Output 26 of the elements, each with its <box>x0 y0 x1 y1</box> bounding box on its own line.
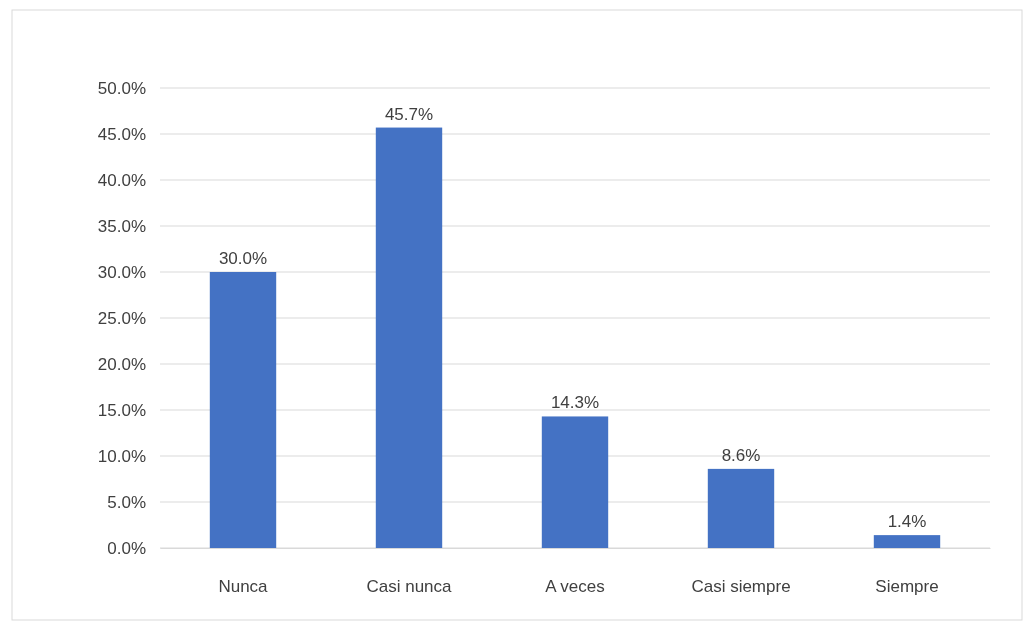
x-tick-label: A veces <box>545 577 605 597</box>
x-tick-label: Siempre <box>875 577 939 597</box>
data-label: 30.0% <box>218 249 268 268</box>
bar <box>209 272 277 548</box>
y-tick-label: 45.0% <box>97 124 146 144</box>
y-tick-label: 0.0% <box>107 538 146 558</box>
data-label: 1.4% <box>887 512 927 532</box>
y-tick-label: 30.0% <box>97 262 146 282</box>
bar <box>873 535 941 548</box>
bar <box>541 416 609 548</box>
y-tick-label: 20.0% <box>97 354 146 374</box>
x-tick-label: Casi nunca <box>366 577 453 597</box>
y-tick-label: 50.0% <box>97 78 146 98</box>
y-tick-label: 25.0% <box>97 308 146 328</box>
bar <box>375 127 443 548</box>
data-label: 45.7% <box>384 104 434 124</box>
x-tick-label: Casi siempre <box>691 577 791 597</box>
data-label: 14.3% <box>550 393 600 413</box>
data-label: 8.6% <box>721 445 761 465</box>
y-tick-label: 10.0% <box>97 446 146 466</box>
y-tick-label: 15.0% <box>97 400 146 420</box>
x-tick-label: Nunca <box>218 577 269 597</box>
y-tick-label: 35.0% <box>97 216 146 236</box>
y-tick-label: 40.0% <box>97 170 146 190</box>
y-tick-label: 5.0% <box>107 492 146 512</box>
bar <box>707 468 775 548</box>
